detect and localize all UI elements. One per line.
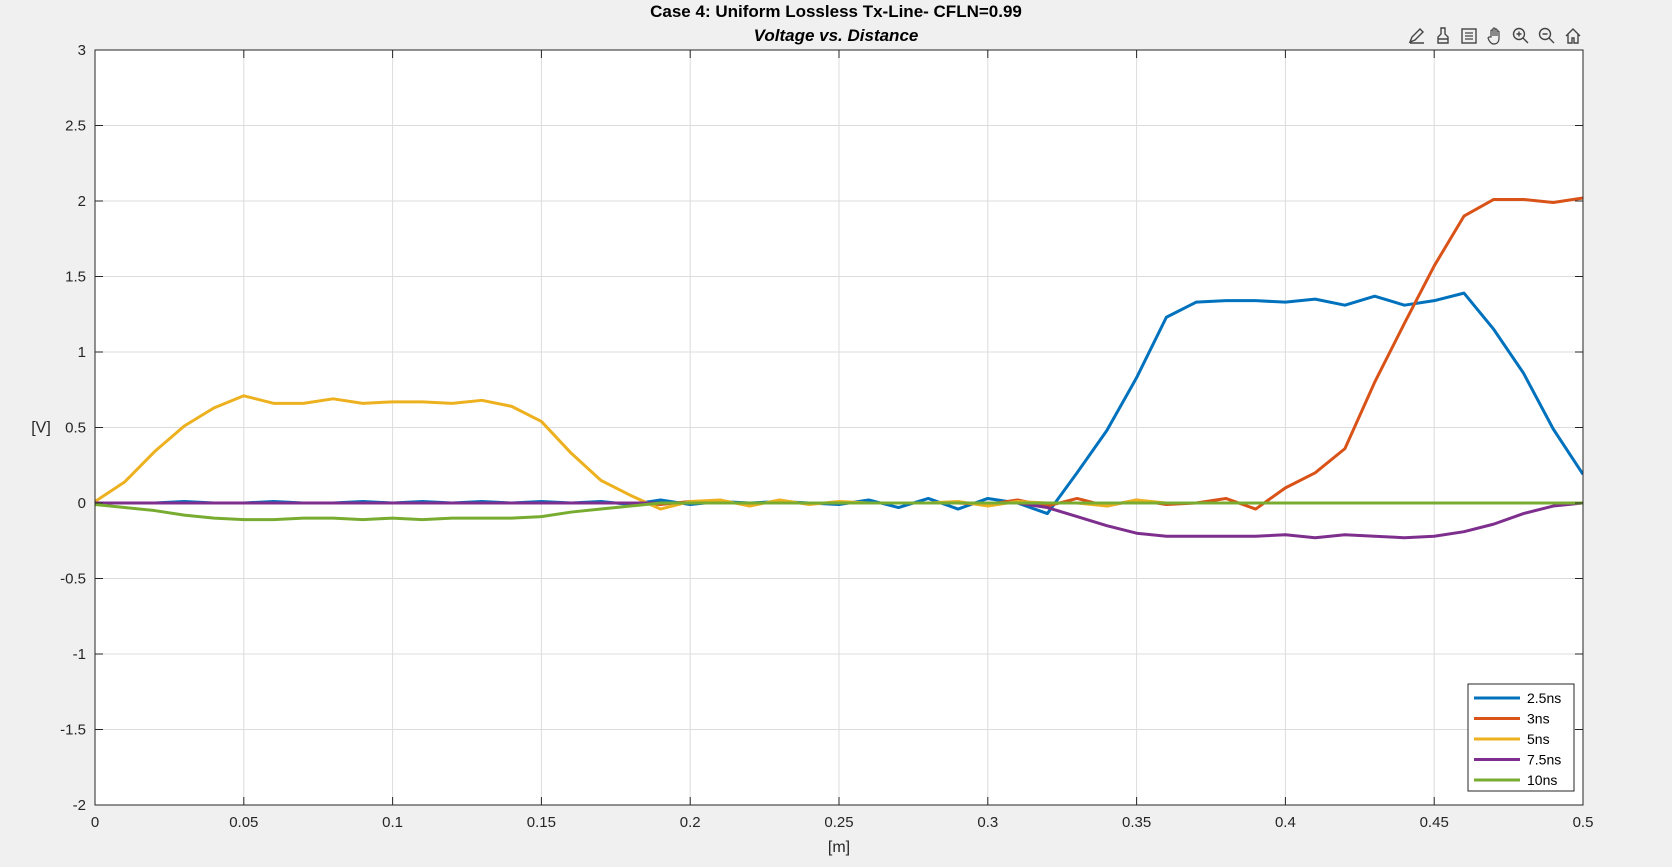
- y-tick-label: 2: [78, 193, 86, 210]
- legend-entry: 3ns: [1527, 711, 1550, 727]
- y-tick-label: 3: [78, 42, 86, 59]
- y-tick-label: -0.5: [60, 571, 86, 588]
- y-tick-label: 0: [78, 495, 86, 512]
- legend-icon[interactable]: [1457, 23, 1481, 49]
- axis-ticks: 0 0.05 0.1 0.15 0.2 0.25 0.3 0.35 0.4 0.45 0.5 -2 -1…: [60, 42, 1593, 831]
- zoom-out-icon[interactable]: [1535, 23, 1559, 49]
- axes-toolbar: [1405, 22, 1585, 50]
- x-tick-label: 0: [91, 814, 99, 831]
- x-tick-label: 0.15: [527, 814, 556, 831]
- y-tick-label: -1.5: [60, 722, 86, 739]
- y-tick-label: 0.5: [65, 420, 86, 437]
- y-axis-label: [V]: [31, 420, 51, 437]
- pan-icon[interactable]: [1483, 23, 1507, 49]
- x-tick-label: 0.2: [680, 814, 701, 831]
- legend[interactable]: 2.5ns 3ns 5ns 7.5ns 10ns: [1467, 683, 1575, 792]
- x-tick-label: 0.35: [1122, 814, 1151, 831]
- x-tick-label: 0.25: [824, 814, 853, 831]
- edit-icon[interactable]: [1405, 23, 1429, 49]
- y-tick-label: 1.5: [65, 269, 86, 286]
- chart-subtitle: Voltage vs. Distance: [754, 26, 919, 45]
- home-icon[interactable]: [1561, 23, 1585, 49]
- y-tick-label: 1: [78, 344, 86, 361]
- y-tick-label: -2: [73, 797, 86, 814]
- brush-icon[interactable]: [1431, 23, 1455, 49]
- legend-entry: 7.5ns: [1527, 752, 1561, 768]
- y-tick-label: 2.5: [65, 118, 86, 135]
- x-tick-label: 0.45: [1420, 814, 1449, 831]
- chart-title: Case 4: Uniform Lossless Tx-Line- CFLN=0…: [650, 2, 1022, 21]
- legend-entry: 5ns: [1527, 731, 1550, 747]
- x-tick-label: 0.5: [1573, 814, 1594, 831]
- zoom-in-icon[interactable]: [1509, 23, 1533, 49]
- series-line-10ns[interactable]: [95, 501, 1583, 522]
- x-tick-label: 0.1: [382, 814, 403, 831]
- x-tick-label: 0.05: [229, 814, 258, 831]
- y-tick-label: -1: [73, 646, 86, 663]
- series-group: [95, 196, 1583, 540]
- legend-entry: 10ns: [1527, 772, 1557, 788]
- x-tick-label: 0.4: [1275, 814, 1296, 831]
- x-tick-label: 0.3: [977, 814, 998, 831]
- legend-entry: 2.5ns: [1527, 690, 1561, 706]
- x-axis-label: [m]: [828, 839, 850, 856]
